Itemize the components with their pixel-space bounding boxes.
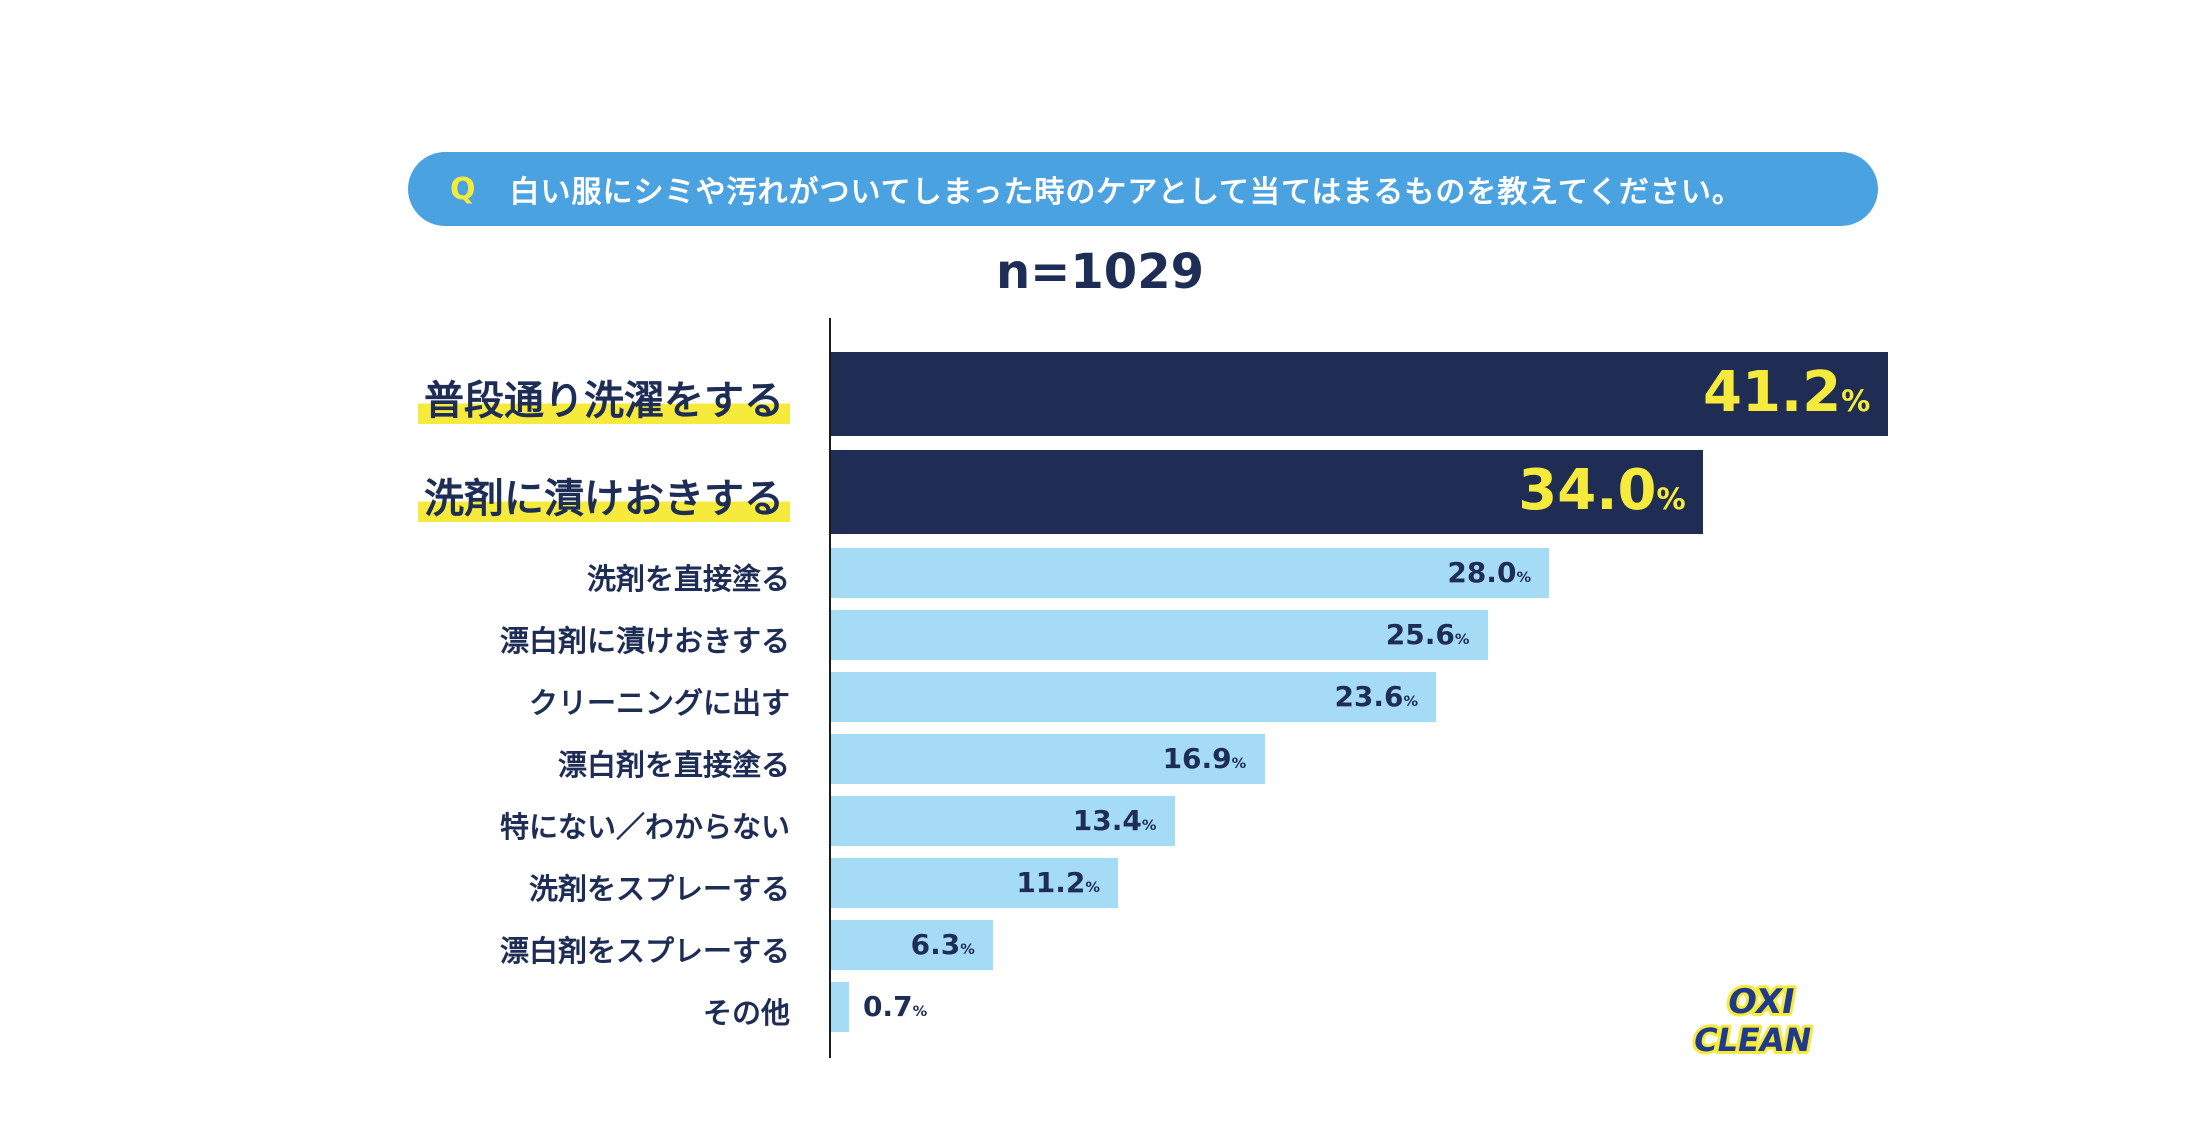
value-label: 13.4% (1072, 804, 1157, 837)
category-label: クリーニングに出す (528, 686, 790, 720)
category-label: 漂白剤を直接塗る (557, 748, 790, 782)
category-label: 特にない／わからない (499, 810, 790, 844)
category-label: 洗剤を直接塗る (586, 562, 790, 596)
question-banner: Q 白い服にシミや汚れがついてしまった時のケアとして当てはまるものを教えてくださ… (408, 152, 1878, 226)
value-label: 34.0% (1518, 458, 1686, 523)
logo-line2: CLEAN (1691, 1021, 1815, 1059)
bar-4 (831, 610, 1488, 660)
question-mark: Q (450, 171, 476, 207)
value-label: 41.2% (1703, 360, 1871, 425)
value-label: 23.6% (1334, 680, 1419, 713)
category-label: 洗剤をスプレーする (528, 872, 790, 906)
value-label: 25.6% (1385, 618, 1470, 651)
category-label: 漂白剤に漬けおきする (499, 624, 790, 658)
category-label: 洗剤に漬けおきする (418, 466, 790, 524)
bar-3 (831, 548, 1550, 598)
value-label: 11.2% (1016, 866, 1100, 899)
bar-2 (831, 450, 1704, 534)
value-label: 16.9% (1162, 742, 1247, 775)
value-label: 0.7% (862, 990, 928, 1023)
bar-8 (831, 858, 1119, 908)
category-label: 漂白剤をスプレーする (499, 934, 790, 968)
category-label: 普段通り洗濯をする (418, 368, 790, 426)
bar-7 (831, 796, 1175, 846)
bar-6 (831, 734, 1265, 784)
bar-10 (831, 982, 849, 1032)
logo-line1: OXI (1724, 982, 1798, 1022)
bar-9 (831, 920, 993, 970)
sample-size: n=1029 (996, 244, 1204, 300)
bar-5 (831, 672, 1437, 722)
value-label: 28.0% (1447, 556, 1532, 589)
category-axis (829, 318, 831, 1058)
oxiclean-logo: OXI CLEAN (1690, 979, 1817, 1061)
question-text: 白い服にシミや汚れがついてしまった時のケアとして当てはまるものを教えてください。 (509, 175, 1743, 210)
value-label: 6.3% (910, 928, 975, 961)
bar-1 (831, 352, 1888, 436)
category-label: その他 (702, 996, 790, 1030)
